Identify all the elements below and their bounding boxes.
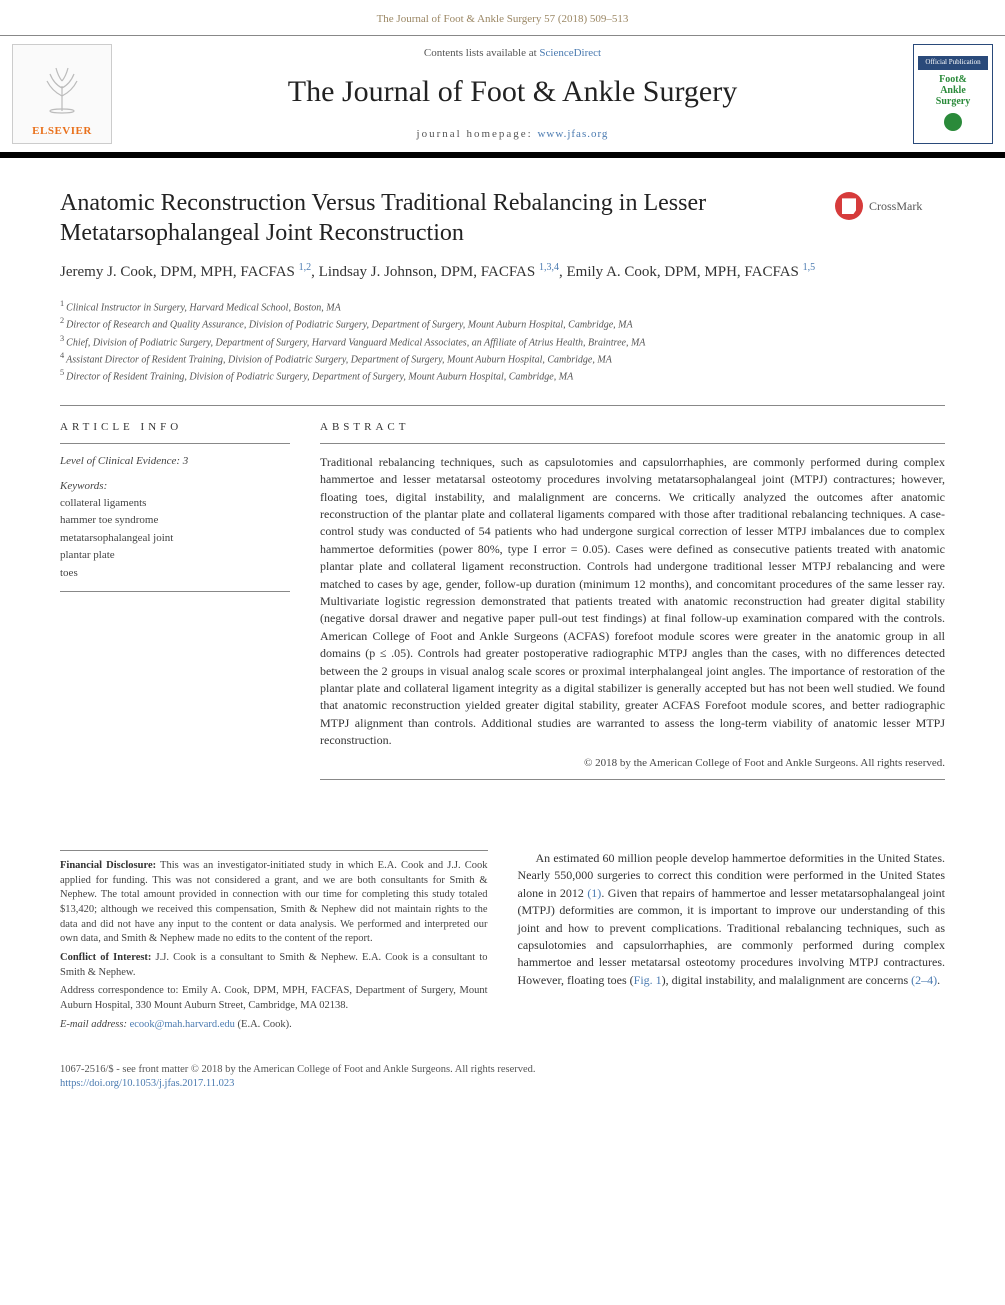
cover-seal-icon (944, 113, 962, 131)
citation-header: The Journal of Foot & Ankle Surgery 57 (… (0, 0, 1005, 35)
intro-text-c: ), digital instability, and malalignment… (662, 973, 911, 987)
intro-text-d: . (937, 973, 940, 987)
email-suffix: (E.A. Cook). (235, 1019, 292, 1030)
contents-prefix: Contents lists available at (424, 47, 539, 59)
contents-line: Contents lists available at ScienceDirec… (112, 46, 913, 61)
abstract: ABSTRACT Traditional rebalancing techniq… (320, 420, 945, 780)
journal-title: The Journal of Foot & Ankle Surgery (112, 71, 913, 113)
correspondence: Address correspondence to: Emily A. Cook… (60, 984, 488, 1013)
article-header: CrossMark Anatomic Reconstruction Versus… (0, 158, 1005, 790)
fig-1-link[interactable]: Fig. 1 (634, 973, 662, 987)
journal-cover-thumbnail[interactable]: Official Publication Foot& Ankle Surgery (913, 44, 993, 144)
homepage-link[interactable]: www.jfas.org (537, 128, 608, 140)
crossmark-label: CrossMark (869, 198, 922, 215)
issn-line: 1067-2516/$ - see front matter © 2018 by… (60, 1063, 945, 1078)
email-label: E-mail address: (60, 1019, 127, 1030)
email-line: E-mail address: ecook@mah.harvard.edu (E… (60, 1018, 488, 1033)
evidence-level: Level of Clinical Evidence: 3 (60, 454, 290, 469)
rule (320, 779, 945, 780)
authors-line: Jeremy J. Cook, DPM, MPH, FACFAS 1,2, Li… (60, 260, 945, 284)
rule (60, 591, 290, 592)
ref-1-link[interactable]: (1) (587, 886, 601, 900)
intro-paragraph: An estimated 60 million people develop h… (518, 850, 946, 989)
crossmark-icon (835, 192, 863, 220)
doi-link[interactable]: https://doi.org/10.1053/j.jfas.2017.11.0… (60, 1078, 234, 1089)
conflict-of-interest: Conflict of Interest: J.J. Cook is a con… (60, 951, 488, 980)
article-info: ARTICLE INFO Level of Clinical Evidence:… (60, 420, 290, 780)
cover-top-bar: Official Publication (918, 56, 988, 70)
elsevier-tree-icon (32, 56, 92, 124)
body-left-column: Financial Disclosure: This was an invest… (60, 850, 488, 1037)
abstract-heading: ABSTRACT (320, 420, 945, 435)
cover-title-l1: Foot& (939, 74, 967, 85)
rule (320, 443, 945, 444)
article-title: Anatomic Reconstruction Versus Tradition… (60, 188, 945, 248)
cover-title-l2: Ankle (940, 85, 966, 96)
keywords-label: Keywords: (60, 479, 290, 494)
keywords-list: collateral ligamentshammer toe syndromem… (60, 495, 290, 583)
evidence-value: 3 (183, 455, 189, 467)
masthead: ELSEVIER Contents lists available at Sci… (0, 35, 1005, 158)
rule (60, 443, 290, 444)
abstract-copyright: © 2018 by the American College of Foot a… (320, 756, 945, 771)
abstract-text: Traditional rebalancing techniques, such… (320, 454, 945, 750)
affiliations: 1Clinical Instructor in Surgery, Harvard… (60, 298, 945, 385)
financial-text: This was an investigator-initiated study… (60, 860, 488, 944)
sciencedirect-link[interactable]: ScienceDirect (539, 47, 601, 59)
crossmark-badge[interactable]: CrossMark (835, 192, 945, 220)
homepage-prefix: journal homepage: (417, 128, 538, 140)
conflict-label: Conflict of Interest: (60, 952, 151, 963)
elsevier-logo[interactable]: ELSEVIER (12, 44, 112, 144)
financial-disclosure: Financial Disclosure: This was an invest… (60, 859, 488, 947)
evidence-label: Level of Clinical Evidence: (60, 455, 180, 467)
info-abstract-row: ARTICLE INFO Level of Clinical Evidence:… (60, 405, 945, 780)
article-info-heading: ARTICLE INFO (60, 420, 290, 435)
intro-text-b: . Given that repairs of hammertoe and le… (518, 886, 946, 987)
cover-title-l3: Surgery (936, 96, 970, 107)
citation-link[interactable]: The Journal of Foot & Ankle Surgery 57 (… (377, 13, 629, 25)
footnotes: Financial Disclosure: This was an invest… (60, 850, 488, 1033)
elsevier-wordmark: ELSEVIER (32, 124, 92, 139)
footer-meta: 1067-2516/$ - see front matter © 2018 by… (0, 1057, 1005, 1112)
financial-label: Financial Disclosure: (60, 860, 156, 871)
body-columns: Financial Disclosure: This was an invest… (0, 790, 1005, 1057)
email-link[interactable]: ecook@mah.harvard.edu (130, 1019, 235, 1030)
ref-2-4-link[interactable]: (2–4) (911, 973, 937, 987)
homepage-line: journal homepage: www.jfas.org (112, 127, 913, 142)
masthead-center: Contents lists available at ScienceDirec… (112, 46, 913, 143)
body-right-column: An estimated 60 million people develop h… (518, 850, 946, 1037)
cover-title: Foot& Ankle Surgery (936, 74, 970, 107)
